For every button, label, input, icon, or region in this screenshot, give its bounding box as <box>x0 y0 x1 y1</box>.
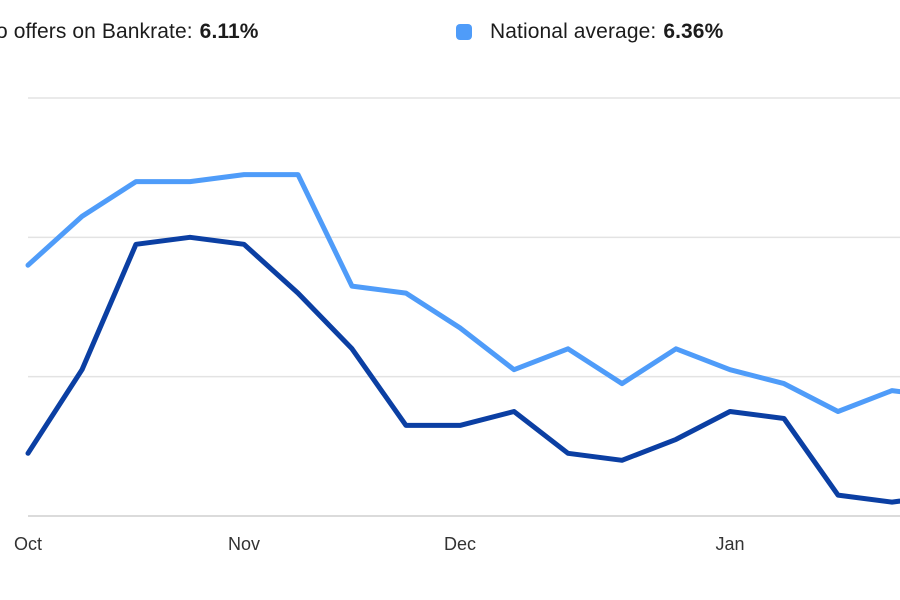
legend-item-national-average: National average: 6.36% <box>456 16 723 48</box>
x-axis-ticks: Oct Nov Dec Jan <box>14 534 745 554</box>
x-tick-label: Oct <box>14 534 42 554</box>
legend-value-bankrate: 6.11% <box>199 20 259 43</box>
series-line-national-average <box>25 172 900 414</box>
legend-value-national-average: 6.36% <box>663 20 724 43</box>
legend-label-national-average: National average: <box>490 20 657 43</box>
legend-item-bankrate: o offers on Bankrate: 6.11% <box>0 16 259 48</box>
x-tick-label: Dec <box>444 534 476 554</box>
x-tick-label: Nov <box>228 534 260 554</box>
gridlines <box>28 97 900 517</box>
legend-label-bankrate: o offers on Bankrate: <box>0 20 193 43</box>
series-line-bankrate <box>25 234 900 505</box>
x-tick-label: Jan <box>715 534 744 554</box>
legend-swatch-national-average <box>456 24 472 40</box>
series-lines <box>25 172 900 505</box>
